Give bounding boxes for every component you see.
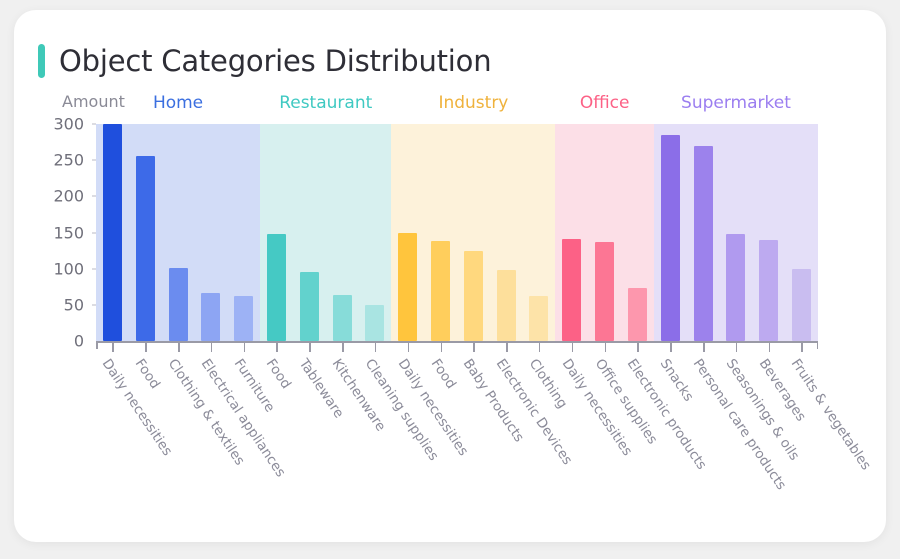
y-axis-tick-mark	[92, 195, 96, 197]
bar[interactable]	[299, 271, 319, 341]
x-axis-tick	[457, 342, 490, 352]
bar-series	[96, 124, 818, 341]
x-axis-tick	[359, 342, 392, 352]
x-axis-tick	[555, 342, 588, 352]
chart-header: Object Categories Distribution	[38, 44, 492, 78]
y-axis-tick-label: 0	[73, 331, 84, 351]
y-axis-ticks: 300 250 200 150 100 50 0	[14, 115, 96, 351]
bar[interactable]	[529, 296, 549, 341]
chart-plot: Amount 300 250 200 150 100 50 0 Home Restaurant…	[14, 10, 886, 542]
bar-slot	[293, 124, 326, 341]
bar-slot	[752, 124, 785, 341]
bar[interactable]	[463, 250, 483, 341]
bar[interactable]	[102, 124, 122, 341]
page-title: Object Categories Distribution	[59, 44, 492, 78]
y-axis-tick-label: 150	[53, 223, 84, 242]
bar-slot	[687, 124, 720, 341]
x-axis-tick	[654, 342, 687, 352]
bar[interactable]	[693, 145, 713, 341]
x-axis-tick	[490, 342, 523, 352]
y-axis-tick-mark	[92, 232, 96, 233]
x-axis-tick	[687, 342, 720, 352]
x-axis-tick	[752, 342, 785, 352]
y-axis-tick-label: 300	[53, 114, 84, 134]
x-axis-tick	[719, 342, 752, 352]
bar[interactable]	[398, 232, 418, 341]
plot-area	[96, 124, 818, 341]
bar[interactable]	[627, 288, 647, 341]
bar-slot	[719, 124, 752, 341]
bar-slot	[523, 124, 556, 341]
title-accent-bar	[38, 44, 45, 78]
bar-slot	[129, 124, 162, 341]
x-axis-tick	[162, 342, 195, 352]
y-axis-tick-label: 100	[53, 259, 84, 279]
bar[interactable]	[595, 241, 615, 341]
y-axis-tick-mark	[92, 304, 96, 306]
bar[interactable]	[496, 270, 516, 341]
bar-slot	[457, 124, 490, 341]
x-axis-tick	[621, 342, 654, 352]
x-axis-tick	[424, 342, 457, 352]
y-axis-tick-label: 250	[53, 150, 84, 170]
y-axis-title: Amount	[62, 92, 125, 111]
x-axis-label: Food	[427, 356, 459, 392]
x-axis-tick	[785, 342, 818, 352]
bar-slot	[260, 124, 293, 341]
chart-card: Object Categories Distribution Amount 30…	[14, 10, 886, 542]
x-axis-tick-marks	[96, 342, 818, 352]
x-axis-tick	[129, 342, 162, 352]
bar-slot	[621, 124, 654, 341]
x-axis-label: Food	[131, 356, 164, 392]
y-axis-tick-label: 200	[53, 186, 84, 206]
bar-slot	[162, 124, 195, 341]
bar-slot	[654, 124, 687, 341]
bar-slot	[359, 124, 392, 341]
bar[interactable]	[726, 233, 746, 341]
bar-slot	[555, 124, 588, 341]
x-axis-tick	[588, 342, 621, 352]
bar-slot	[227, 124, 260, 341]
bar-slot	[588, 124, 621, 341]
bar-slot	[490, 124, 523, 341]
bar[interactable]	[431, 241, 451, 341]
x-axis-tick	[523, 342, 556, 352]
bar[interactable]	[135, 155, 155, 341]
x-axis-label: Food	[263, 356, 295, 392]
x-axis-end-cap	[816, 341, 818, 349]
y-axis-tick-mark	[92, 123, 96, 125]
x-axis-tick	[326, 342, 359, 352]
bar-slot	[194, 124, 227, 341]
bar[interactable]	[168, 267, 188, 341]
bar[interactable]	[266, 233, 286, 341]
bar[interactable]	[201, 292, 221, 341]
bar-slot	[785, 124, 818, 341]
bar[interactable]	[562, 239, 582, 341]
x-axis-start-cap	[96, 341, 98, 349]
bar-slot	[96, 124, 129, 341]
x-axis-tick	[293, 342, 326, 352]
bar-slot	[391, 124, 424, 341]
x-axis-tick	[391, 342, 424, 352]
y-axis-tick-mark	[92, 159, 96, 161]
bar[interactable]	[332, 295, 352, 341]
bar[interactable]	[234, 296, 254, 341]
bar-slot	[326, 124, 359, 341]
x-axis-tick	[96, 342, 129, 352]
x-axis-tick	[227, 342, 260, 352]
x-axis-line	[96, 341, 818, 343]
bar-slot	[424, 124, 457, 341]
x-axis-tick	[194, 342, 227, 352]
bar[interactable]	[759, 240, 779, 341]
x-axis-tick	[260, 342, 293, 352]
y-axis-tick-mark	[92, 268, 96, 270]
bar[interactable]	[365, 304, 385, 341]
bar[interactable]	[660, 134, 680, 341]
y-axis-tick-label: 50	[63, 295, 84, 315]
bar[interactable]	[791, 268, 811, 341]
